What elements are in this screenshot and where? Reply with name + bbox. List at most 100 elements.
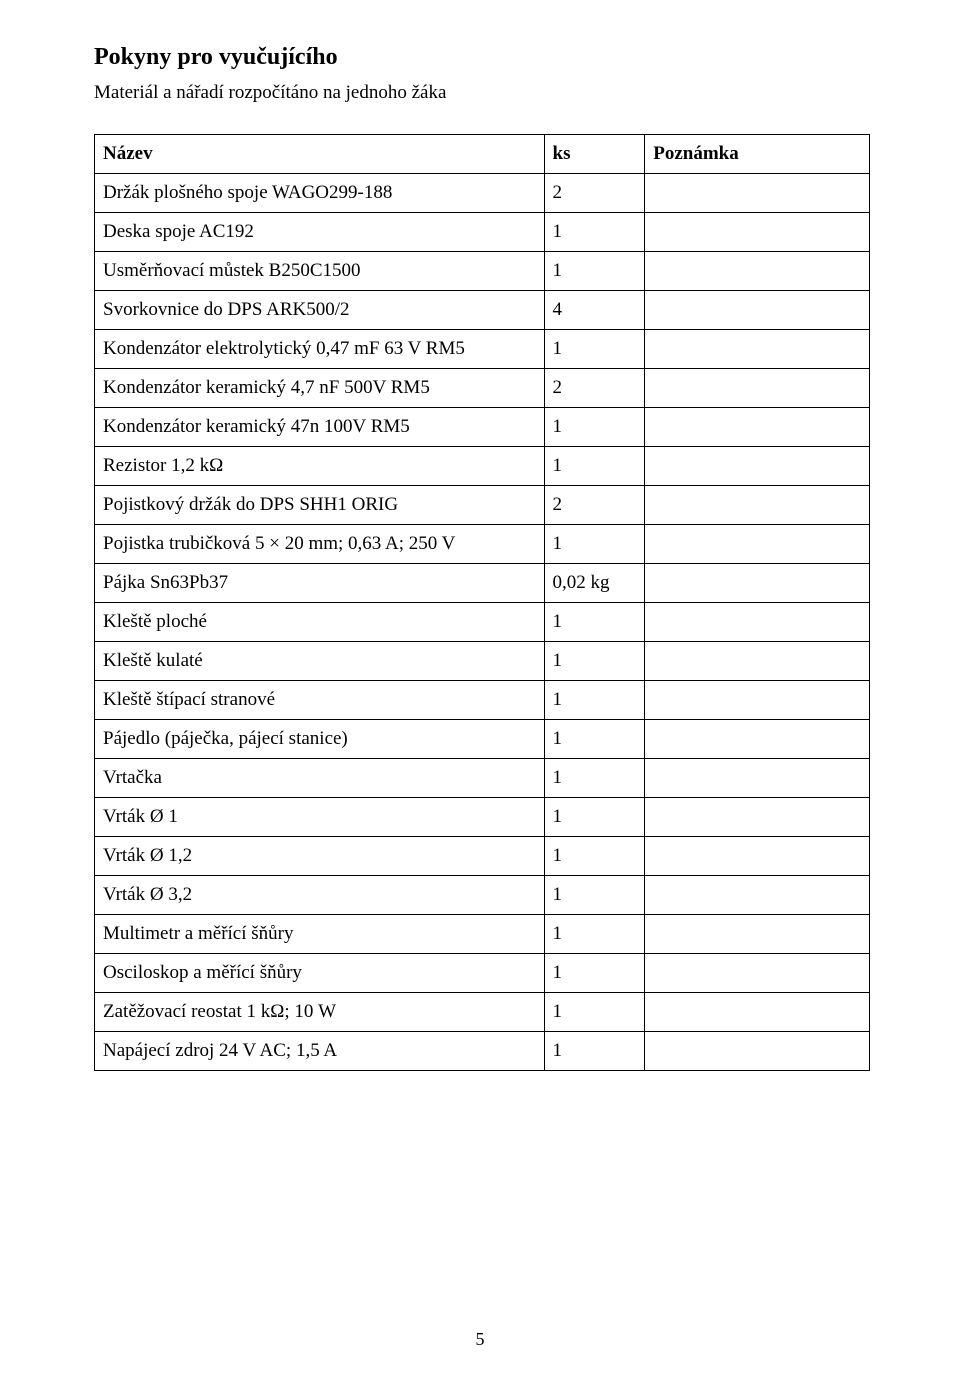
table-row: Kondenzátor keramický 4,7 nF 500V RM52 [95, 368, 870, 407]
cell-qty: 1 [544, 524, 645, 563]
cell-qty: 1 [544, 641, 645, 680]
table-body: Držák plošného spoje WAGO299-1882Deska s… [95, 173, 870, 1070]
cell-note [645, 797, 870, 836]
cell-note [645, 641, 870, 680]
cell-name: Kleště kulaté [95, 641, 545, 680]
cell-note [645, 329, 870, 368]
cell-name: Vrták Ø 1,2 [95, 836, 545, 875]
cell-name: Kondenzátor elektrolytický 0,47 mF 63 V … [95, 329, 545, 368]
cell-note [645, 524, 870, 563]
cell-qty: 1 [544, 446, 645, 485]
cell-name: Zatěžovací reostat 1 kΩ; 10 W [95, 992, 545, 1031]
table-row: Vrták Ø 11 [95, 797, 870, 836]
cell-note [645, 485, 870, 524]
col-header-name: Název [95, 134, 545, 173]
cell-note [645, 719, 870, 758]
cell-note [645, 992, 870, 1031]
page-number: 5 [0, 1329, 960, 1350]
table-row: Vrták Ø 1,21 [95, 836, 870, 875]
cell-name: Rezistor 1,2 kΩ [95, 446, 545, 485]
table-row: Rezistor 1,2 kΩ1 [95, 446, 870, 485]
table-row: Zatěžovací reostat 1 kΩ; 10 W1 [95, 992, 870, 1031]
cell-note [645, 875, 870, 914]
cell-name: Vrták Ø 3,2 [95, 875, 545, 914]
cell-note [645, 290, 870, 329]
cell-note [645, 212, 870, 251]
cell-qty: 1 [544, 836, 645, 875]
cell-name: Usměrňovací můstek B250C1500 [95, 251, 545, 290]
table-row: Vrtačka1 [95, 758, 870, 797]
table-row: Kleště štípací stranové1 [95, 680, 870, 719]
cell-note [645, 173, 870, 212]
cell-qty: 1 [544, 758, 645, 797]
cell-qty: 1 [544, 329, 645, 368]
cell-note [645, 251, 870, 290]
cell-name: Kleště štípací stranové [95, 680, 545, 719]
cell-qty: 1 [544, 719, 645, 758]
cell-qty: 1 [544, 1031, 645, 1070]
cell-qty: 1 [544, 875, 645, 914]
cell-name: Držák plošného spoje WAGO299-188 [95, 173, 545, 212]
cell-note [645, 914, 870, 953]
cell-qty: 2 [544, 485, 645, 524]
cell-qty: 1 [544, 797, 645, 836]
table-row: Multimetr a měřící šňůry1 [95, 914, 870, 953]
cell-note [645, 1031, 870, 1070]
cell-name: Vrták Ø 1 [95, 797, 545, 836]
table-row: Držák plošného spoje WAGO299-1882 [95, 173, 870, 212]
cell-name: Pájedlo (páječka, pájecí stanice) [95, 719, 545, 758]
cell-name: Pájka Sn63Pb37 [95, 563, 545, 602]
materials-table: Název ks Poznámka Držák plošného spoje W… [94, 134, 870, 1071]
cell-name: Pojistka trubičková 5 × 20 mm; 0,63 A; 2… [95, 524, 545, 563]
cell-name: Kondenzátor keramický 47n 100V RM5 [95, 407, 545, 446]
table-row: Kondenzátor elektrolytický 0,47 mF 63 V … [95, 329, 870, 368]
table-row: Kleště kulaté1 [95, 641, 870, 680]
col-header-note: Poznámka [645, 134, 870, 173]
table-row: Kondenzátor keramický 47n 100V RM51 [95, 407, 870, 446]
table-row: Osciloskop a měřící šňůry1 [95, 953, 870, 992]
cell-qty: 4 [544, 290, 645, 329]
table-row: Pojistkový držák do DPS SHH1 ORIG2 [95, 485, 870, 524]
table-row: Usměrňovací můstek B250C15001 [95, 251, 870, 290]
cell-name: Svorkovnice do DPS ARK500/2 [95, 290, 545, 329]
cell-note [645, 953, 870, 992]
cell-name: Multimetr a měřící šňůry [95, 914, 545, 953]
cell-note [645, 368, 870, 407]
table-row: Pájedlo (páječka, pájecí stanice)1 [95, 719, 870, 758]
table-row: Napájecí zdroj 24 V AC; 1,5 A1 [95, 1031, 870, 1070]
cell-qty: 1 [544, 407, 645, 446]
cell-qty: 1 [544, 992, 645, 1031]
page-subheading: Materiál a nářadí rozpočítáno na jednoho… [94, 81, 870, 106]
cell-name: Vrtačka [95, 758, 545, 797]
cell-qty: 1 [544, 251, 645, 290]
cell-name: Pojistkový držák do DPS SHH1 ORIG [95, 485, 545, 524]
col-header-qty: ks [544, 134, 645, 173]
cell-qty: 2 [544, 173, 645, 212]
cell-qty: 1 [544, 212, 645, 251]
cell-name: Osciloskop a měřící šňůry [95, 953, 545, 992]
cell-qty: 1 [544, 602, 645, 641]
document-page: Pokyny pro vyučujícího Materiál a nářadí… [0, 0, 960, 1374]
cell-note [645, 680, 870, 719]
cell-note [645, 602, 870, 641]
page-heading: Pokyny pro vyučujícího [94, 42, 870, 73]
table-row: Pojistka trubičková 5 × 20 mm; 0,63 A; 2… [95, 524, 870, 563]
table-header-row: Název ks Poznámka [95, 134, 870, 173]
cell-qty: 1 [544, 914, 645, 953]
cell-qty: 1 [544, 953, 645, 992]
table-row: Vrták Ø 3,21 [95, 875, 870, 914]
table-row: Kleště ploché1 [95, 602, 870, 641]
cell-qty: 1 [544, 680, 645, 719]
cell-note [645, 836, 870, 875]
table-row: Pájka Sn63Pb370,02 kg [95, 563, 870, 602]
cell-name: Napájecí zdroj 24 V AC; 1,5 A [95, 1031, 545, 1070]
table-row: Svorkovnice do DPS ARK500/24 [95, 290, 870, 329]
cell-qty: 2 [544, 368, 645, 407]
cell-note [645, 563, 870, 602]
cell-note [645, 407, 870, 446]
cell-note [645, 446, 870, 485]
cell-name: Deska spoje AC192 [95, 212, 545, 251]
table-row: Deska spoje AC1921 [95, 212, 870, 251]
cell-name: Kleště ploché [95, 602, 545, 641]
cell-qty: 0,02 kg [544, 563, 645, 602]
